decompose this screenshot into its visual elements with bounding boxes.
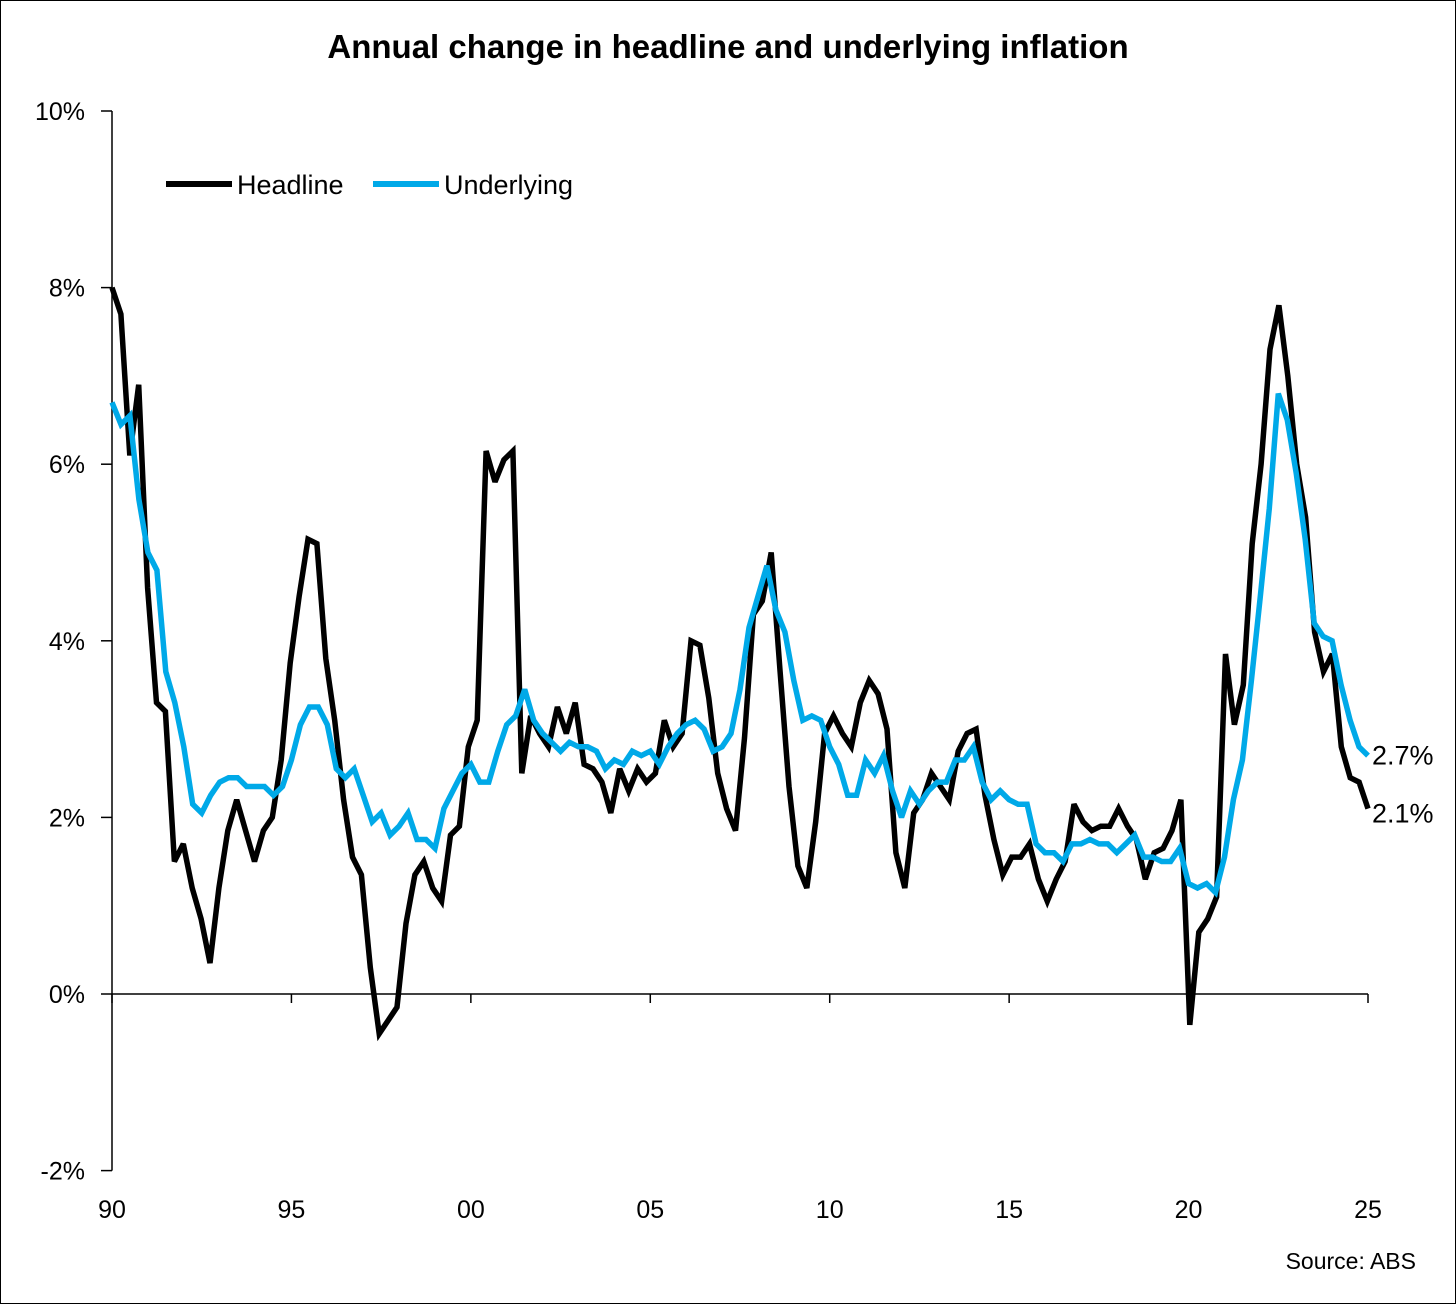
x-tick-label: 15 — [995, 1196, 1023, 1224]
x-tick-label: 95 — [278, 1196, 306, 1224]
source-note: Source: ABS — [1285, 1248, 1416, 1274]
x-tick-label: 00 — [457, 1196, 485, 1224]
x-tick-label: 20 — [1175, 1196, 1203, 1224]
x-tick-label: 25 — [1354, 1196, 1382, 1224]
series-line-headline — [109, 286, 1371, 1042]
y-tick-label: 0% — [49, 981, 85, 1009]
y-tick-label: 8% — [49, 275, 85, 303]
y-tick-label: 6% — [49, 451, 85, 479]
y-tick-label: 10% — [35, 98, 85, 126]
x-tick-label: 05 — [636, 1196, 664, 1224]
end-label-headline: 2.1% — [1372, 799, 1434, 829]
legend-label-underlying: Underlying — [444, 170, 573, 200]
x-tick-label: 90 — [98, 1196, 126, 1224]
legend-label-headline: Headline — [237, 170, 344, 200]
chart-title: Annual change in headline and underlying… — [327, 28, 1129, 65]
y-tick-label: 4% — [49, 628, 85, 656]
series-line-underlying — [109, 392, 1370, 898]
y-tick-label: -2% — [41, 1158, 85, 1186]
y-tick-label: 2% — [49, 804, 85, 832]
end-label-underlying: 2.7% — [1372, 741, 1434, 771]
x-tick-label: 10 — [816, 1196, 844, 1224]
